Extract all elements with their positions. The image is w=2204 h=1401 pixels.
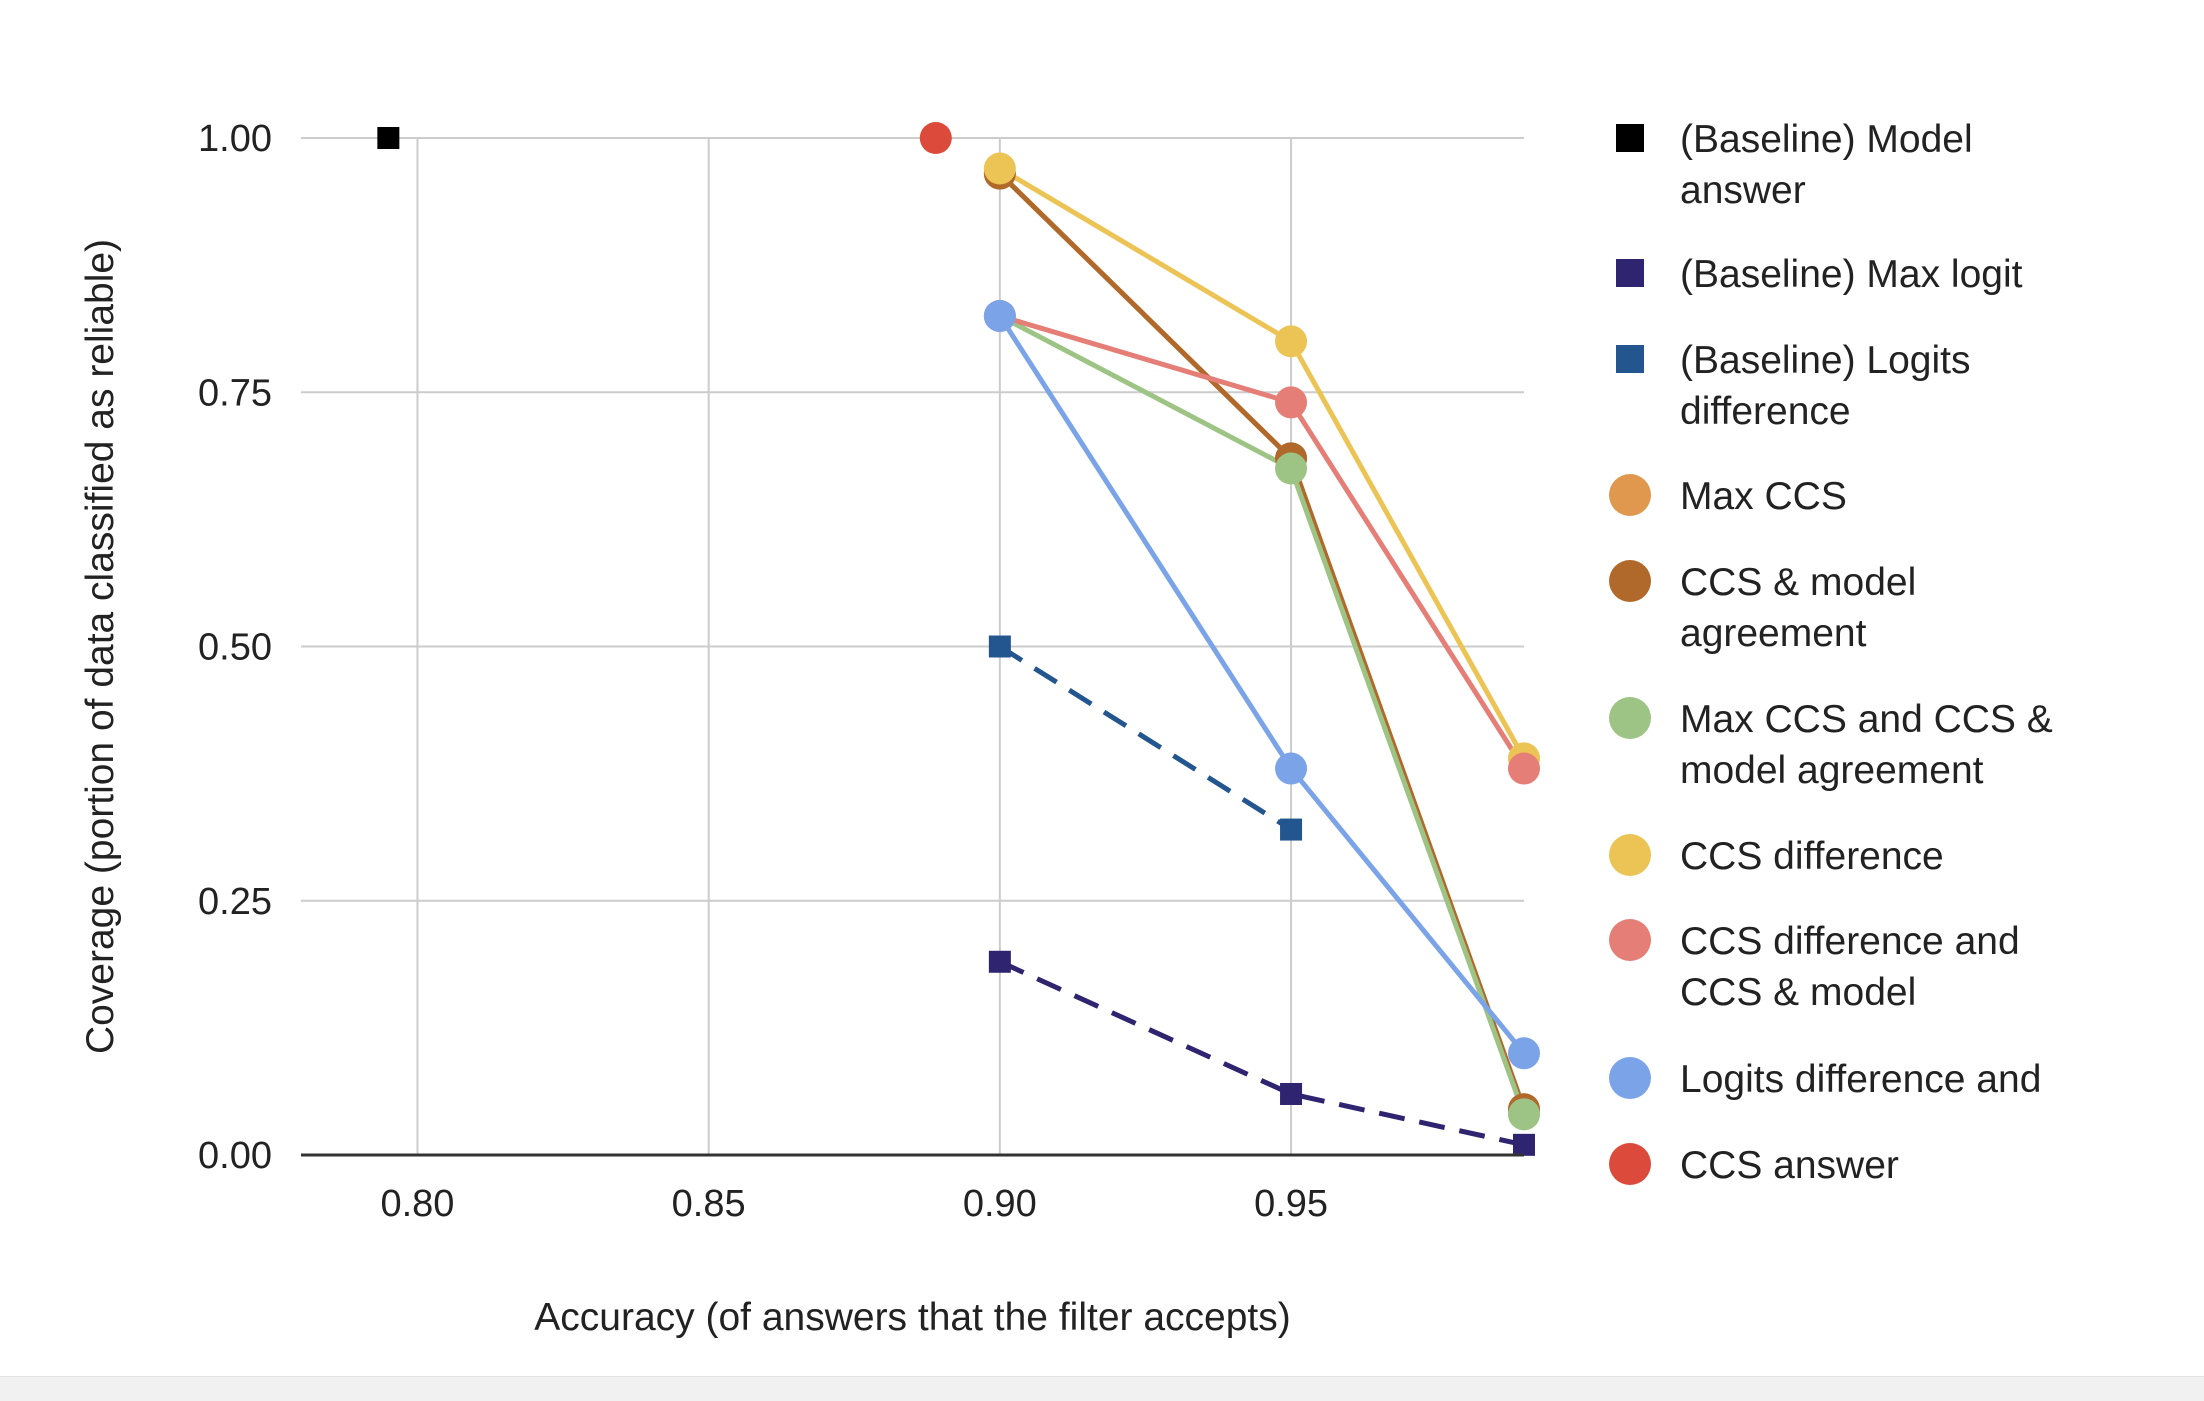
legend-label: (Baseline) Model <box>1680 118 1973 161</box>
grid-lines <box>301 137 1524 1155</box>
legend-swatch <box>1616 124 1644 152</box>
data-point <box>1280 818 1303 841</box>
legend-swatch <box>1609 919 1651 961</box>
legend-swatch <box>1609 697 1651 739</box>
series-line <box>998 644 1293 832</box>
legend-label: (Baseline) Max logit <box>1680 253 2023 296</box>
data-point <box>1513 1133 1535 1156</box>
legend-swatch <box>1616 345 1644 373</box>
window-bottom-bar <box>0 1376 2204 1401</box>
series-line <box>999 313 1527 770</box>
x-tick-label: 0.85 <box>672 1183 746 1225</box>
y-tick-label: 0.00 <box>198 1135 272 1177</box>
data-point <box>1508 1037 1540 1070</box>
legend-swatch <box>1616 259 1644 287</box>
data-point <box>988 950 1011 973</box>
y-tick-label: 0.50 <box>198 627 272 669</box>
data-point <box>983 152 1016 185</box>
data-point <box>983 299 1016 332</box>
data-point <box>1275 752 1308 785</box>
y-tick-label: 0.75 <box>198 372 272 414</box>
legend-label: answer <box>1680 169 1806 212</box>
legend-label: model agreement <box>1680 749 1984 792</box>
data-point <box>1508 752 1540 785</box>
legend-swatch <box>1609 1057 1651 1099</box>
data-point <box>988 635 1011 658</box>
data-point <box>1280 1082 1303 1105</box>
y-axis-title: Coverage (portion of data classified as … <box>79 239 122 1054</box>
x-axis-title: Accuracy (of answers that the filter acc… <box>534 1296 1290 1339</box>
series-lines <box>997 166 1527 1148</box>
series-markers <box>377 122 1540 1156</box>
legend-label: Max CCS <box>1680 475 1847 518</box>
series-line <box>998 959 1525 1148</box>
data-point <box>1275 325 1308 358</box>
legend-swatch <box>1609 560 1651 602</box>
legend-swatch <box>1609 474 1651 516</box>
legend-label: CCS & model <box>1680 971 1916 1014</box>
legend-swatch <box>1609 834 1651 876</box>
legend-label: CCS difference <box>1680 835 1944 878</box>
y-tick-label: 1.00 <box>198 118 272 160</box>
data-point <box>1508 1098 1540 1131</box>
x-tick-label: 0.95 <box>1254 1183 1328 1225</box>
axes: 0.00 0.25 0.50 0.75 1.00 0.80 0.85 0.90 0.95 Accu… <box>79 118 1524 1339</box>
data-point <box>1275 452 1308 485</box>
series-line <box>998 166 1527 760</box>
legend-label: Max CCS and CCS & <box>1680 698 2053 741</box>
data-point <box>377 127 400 149</box>
legend-label: agreement <box>1680 612 1867 655</box>
legend: (Baseline) Model answer (Baseline) Max log… <box>1609 118 2053 1187</box>
y-tick-label: 0.25 <box>198 881 272 923</box>
legend-label: CCS & model <box>1680 561 1916 604</box>
data-point <box>919 122 952 154</box>
legend-label: CCS difference and <box>1680 920 2020 963</box>
legend-swatch <box>1609 1143 1651 1185</box>
legend-label: CCS answer <box>1680 1144 1899 1187</box>
x-tick-label: 0.80 <box>380 1183 454 1225</box>
legend-label: (Baseline) Logits <box>1680 339 1970 382</box>
data-point <box>1275 386 1308 419</box>
x-tick-label: 0.90 <box>963 1183 1037 1225</box>
legend-label: difference <box>1680 390 1851 433</box>
legend-label: Logits difference and <box>1680 1058 2041 1101</box>
